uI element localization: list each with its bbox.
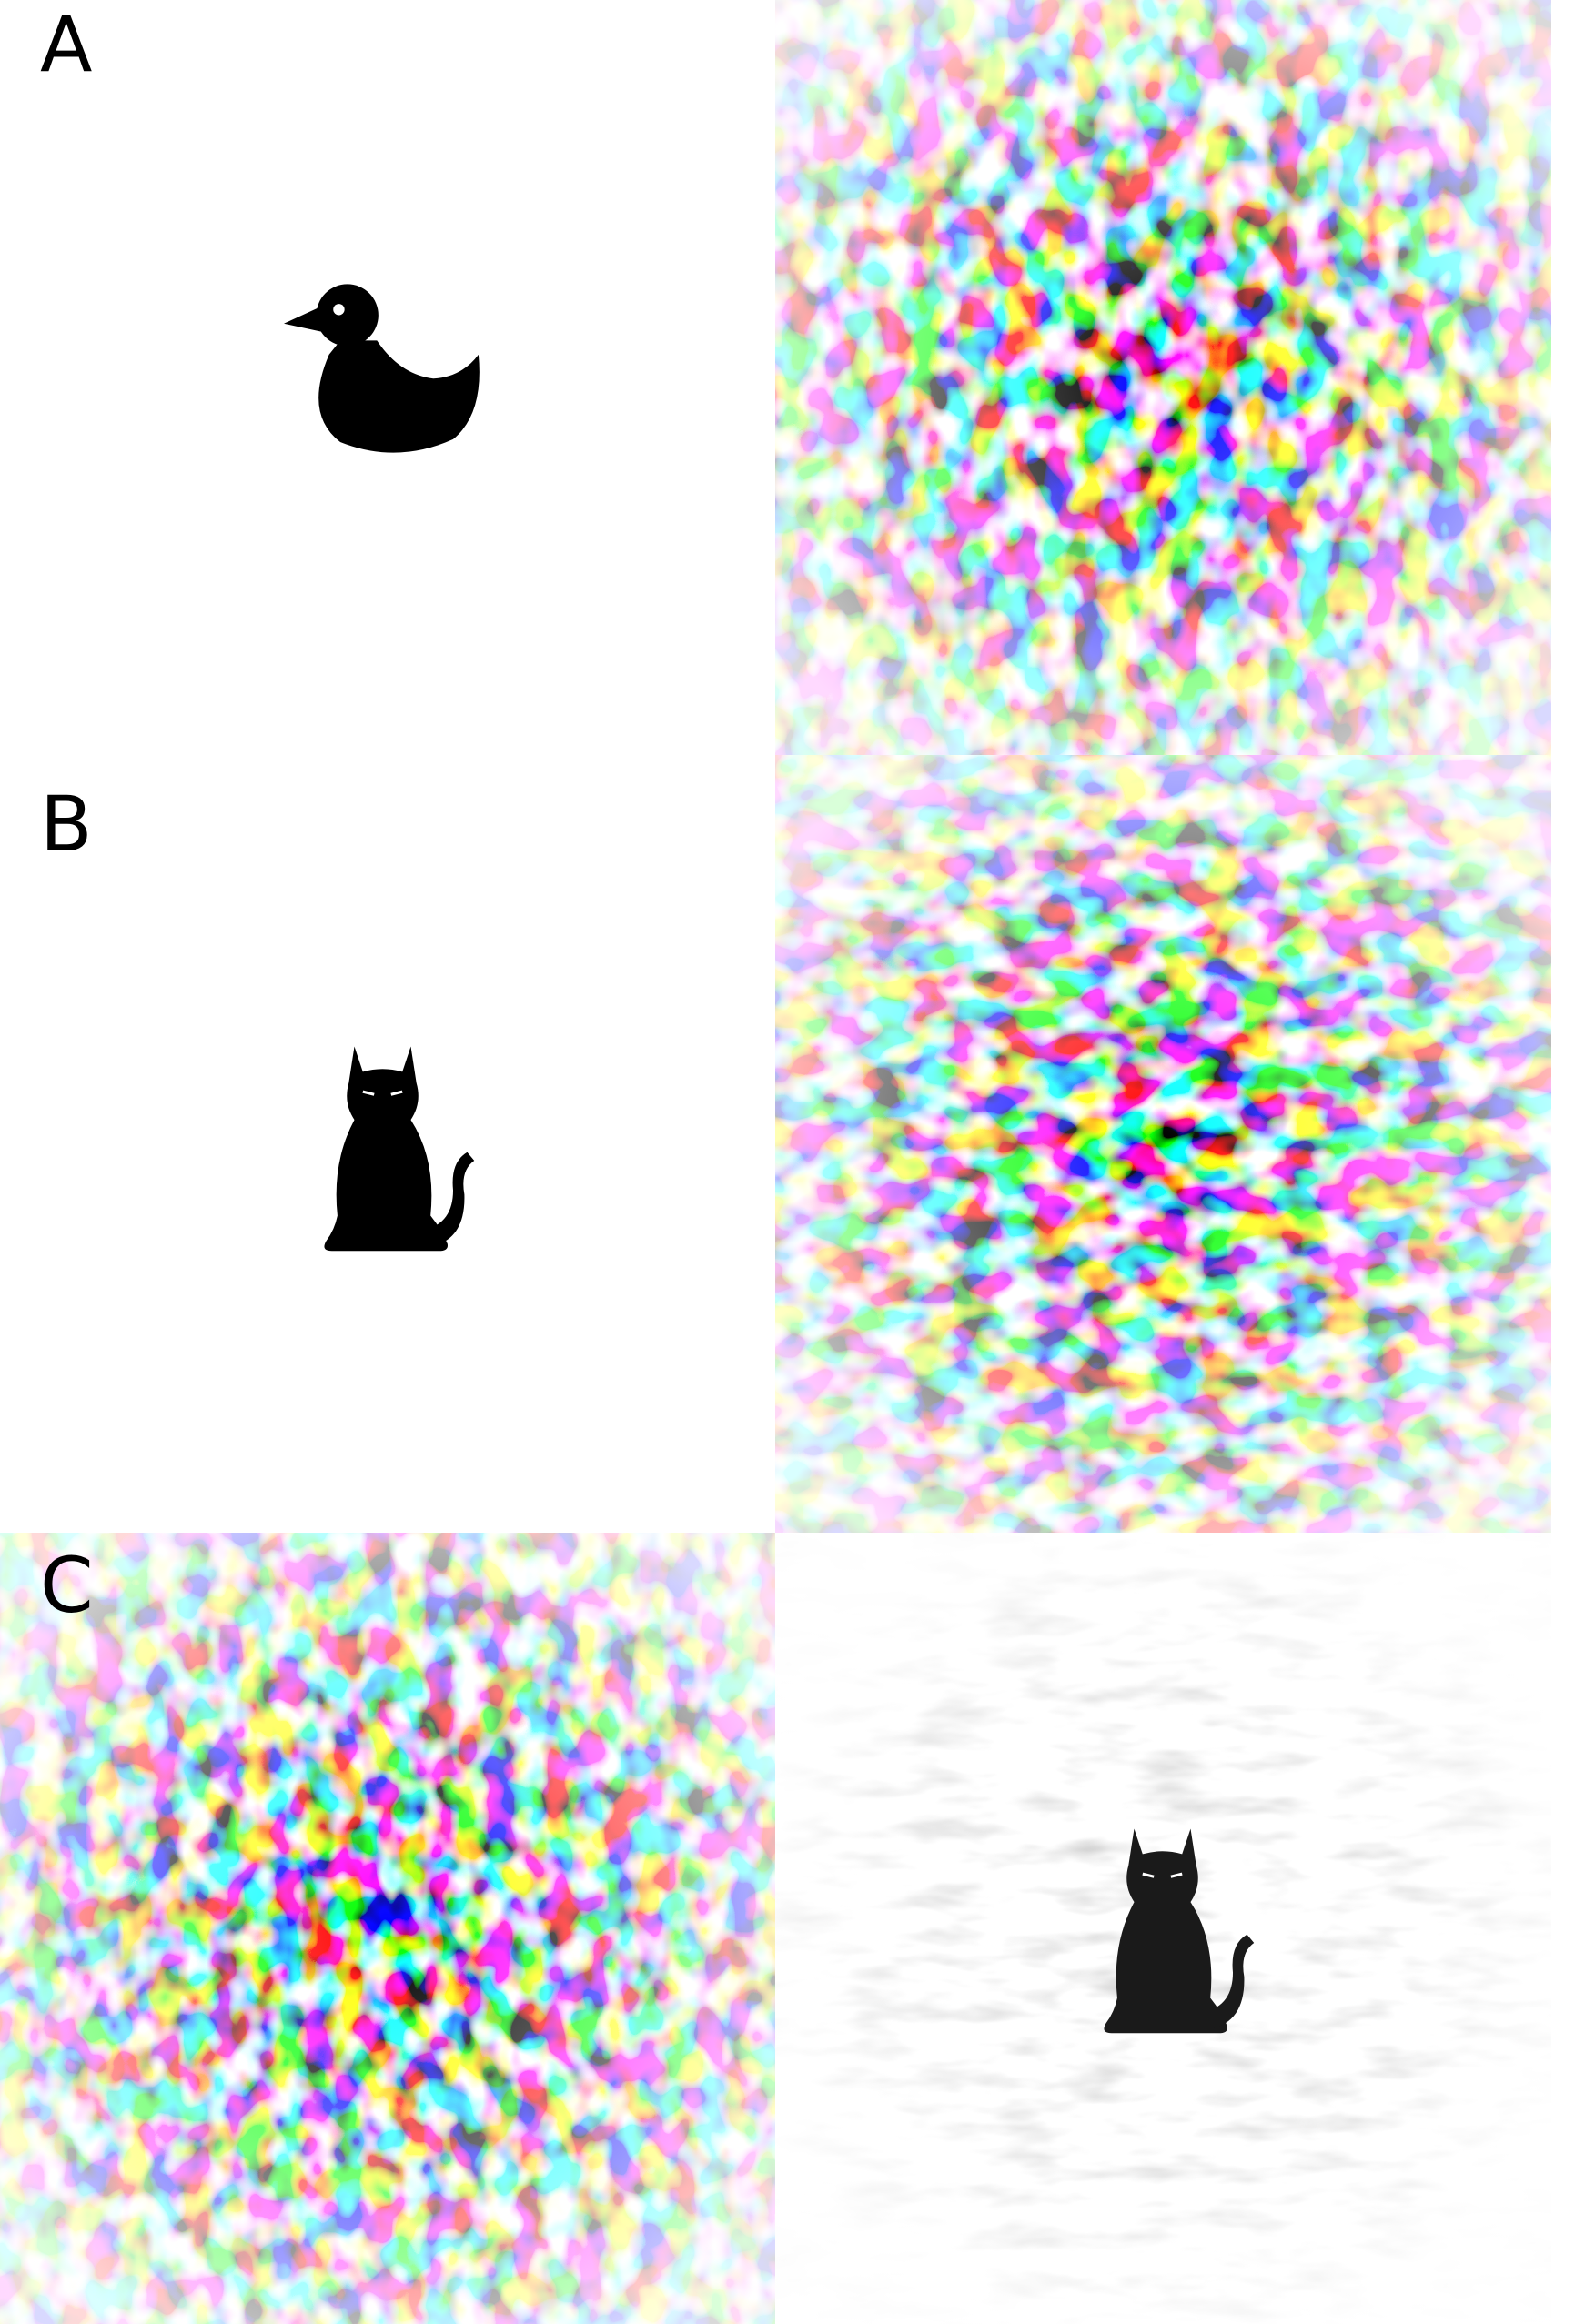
page: {"panels": [{"label": "A"}, {"label": "B… <box>0 0 1585 2324</box>
panel-a-image <box>284 284 480 452</box>
cat <box>324 1047 474 1252</box>
panel-label: C <box>40 1541 94 1630</box>
panel-b-spectrum <box>775 755 1551 1533</box>
duck <box>284 284 480 452</box>
panel-label: B <box>40 780 93 869</box>
panel-c-spectrum <box>0 1533 775 2324</box>
panel-label: A <box>40 0 92 89</box>
panel-c-reconstruction <box>775 1533 1551 2324</box>
panel-b-image <box>324 1047 474 1252</box>
panel-a-spectrum <box>775 0 1551 755</box>
figure: A B C <box>0 0 1585 2324</box>
